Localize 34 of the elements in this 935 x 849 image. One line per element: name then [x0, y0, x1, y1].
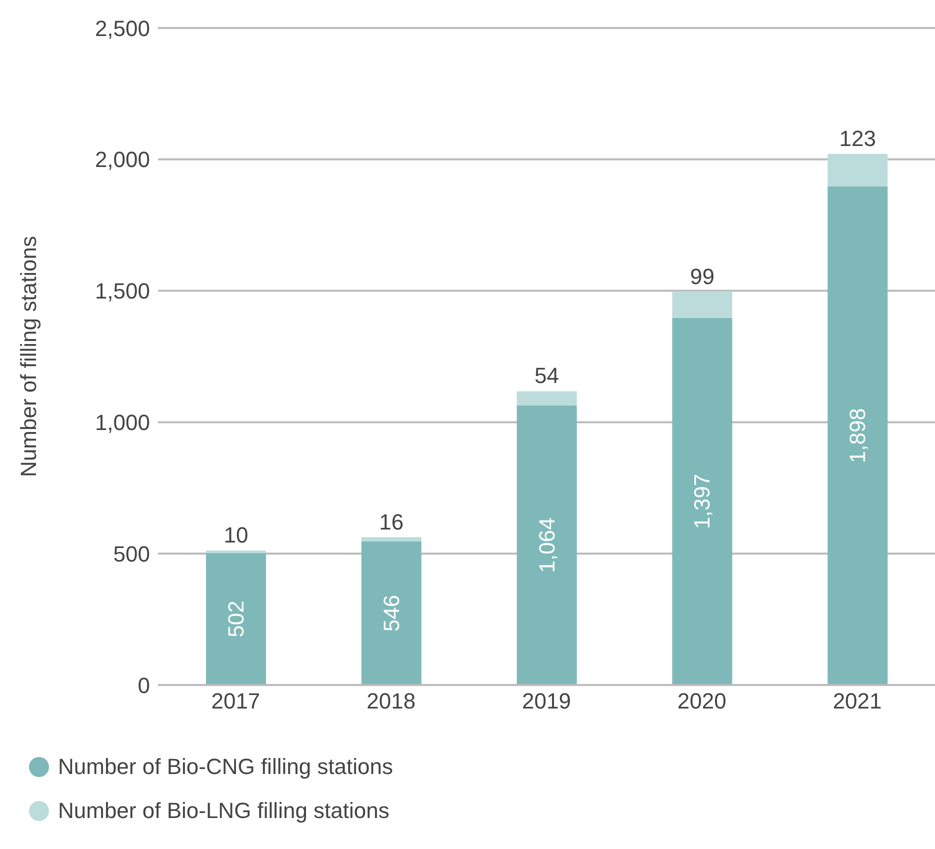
y-tick-label: 500 — [113, 541, 150, 566]
y-axis-title: Number of filling stations — [16, 236, 41, 477]
data-label: 1,064 — [534, 518, 560, 573]
y-tick-label: 0 — [138, 672, 150, 698]
bar — [361, 542, 422, 685]
bar — [361, 537, 422, 542]
bar — [672, 292, 732, 318]
bar — [516, 405, 577, 685]
x-tick-label: 2018 — [366, 688, 416, 714]
bar — [672, 318, 732, 685]
bar — [206, 553, 266, 685]
x-tick-label: 2017 — [211, 688, 260, 714]
data-label: 54 — [534, 363, 560, 388]
data-label: 1,898 — [845, 408, 870, 464]
data-label: 16 — [379, 509, 404, 534]
bar — [828, 154, 888, 186]
legend-label: Number of Bio-CNG filling stations — [58, 754, 394, 780]
y-tick-label: 1,000 — [94, 410, 150, 436]
y-tick-label: 1,500 — [94, 278, 150, 304]
bar — [206, 550, 266, 554]
data-label: 546 — [378, 594, 404, 632]
data-label: 99 — [690, 264, 714, 289]
bar — [516, 391, 577, 406]
data-label: 123 — [839, 126, 876, 151]
x-tick-label: 2021 — [832, 688, 882, 714]
x-tick-label: 2020 — [677, 688, 726, 714]
data-label: 502 — [224, 600, 248, 638]
x-tick-label: 2019 — [522, 688, 571, 714]
data-label: 1,397 — [690, 474, 715, 529]
y-tick-label: 2,500 — [94, 16, 150, 41]
bar — [828, 186, 888, 685]
legend-label: Number of Bio-LNG filling stations — [58, 798, 390, 824]
y-tick-label: 2,000 — [94, 147, 150, 172]
data-label: 10 — [224, 522, 248, 548]
